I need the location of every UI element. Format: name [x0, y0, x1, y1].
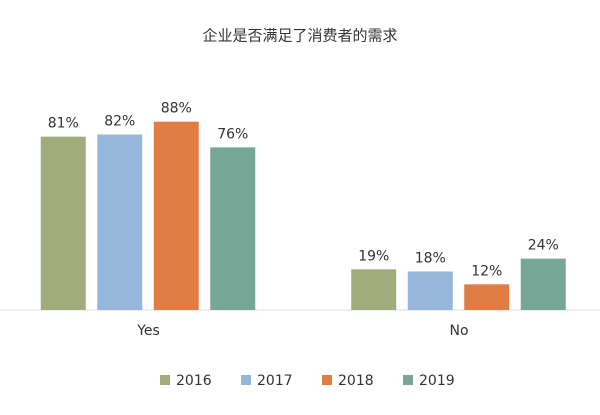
legend-swatch	[403, 375, 413, 385]
x-tick-label: Yes	[136, 323, 160, 339]
bar	[351, 269, 397, 310]
value-label: 81%	[48, 116, 79, 132]
bar	[407, 271, 453, 310]
value-label: 12%	[471, 263, 502, 279]
value-label: 82%	[104, 114, 135, 130]
bar	[210, 147, 256, 310]
legend-label: 2017	[257, 373, 293, 389]
bar	[97, 134, 143, 310]
legend-label: 2019	[419, 373, 455, 389]
bar	[520, 258, 566, 310]
bar	[40, 136, 86, 310]
bar	[153, 121, 199, 311]
legend-label: 2018	[338, 373, 374, 389]
value-label: 18%	[415, 250, 446, 266]
value-label: 24%	[528, 238, 559, 254]
legend-swatch	[241, 375, 251, 385]
value-label: 19%	[358, 248, 389, 264]
chart-title: 企业是否满足了消费者的需求	[202, 27, 397, 45]
value-label: 88%	[161, 101, 192, 117]
legend-swatch	[160, 375, 170, 385]
x-tick-label: No	[449, 323, 468, 339]
bar	[464, 284, 510, 310]
legend-label: 2016	[176, 373, 212, 389]
legend-swatch	[322, 375, 332, 385]
value-label: 76%	[217, 126, 248, 142]
